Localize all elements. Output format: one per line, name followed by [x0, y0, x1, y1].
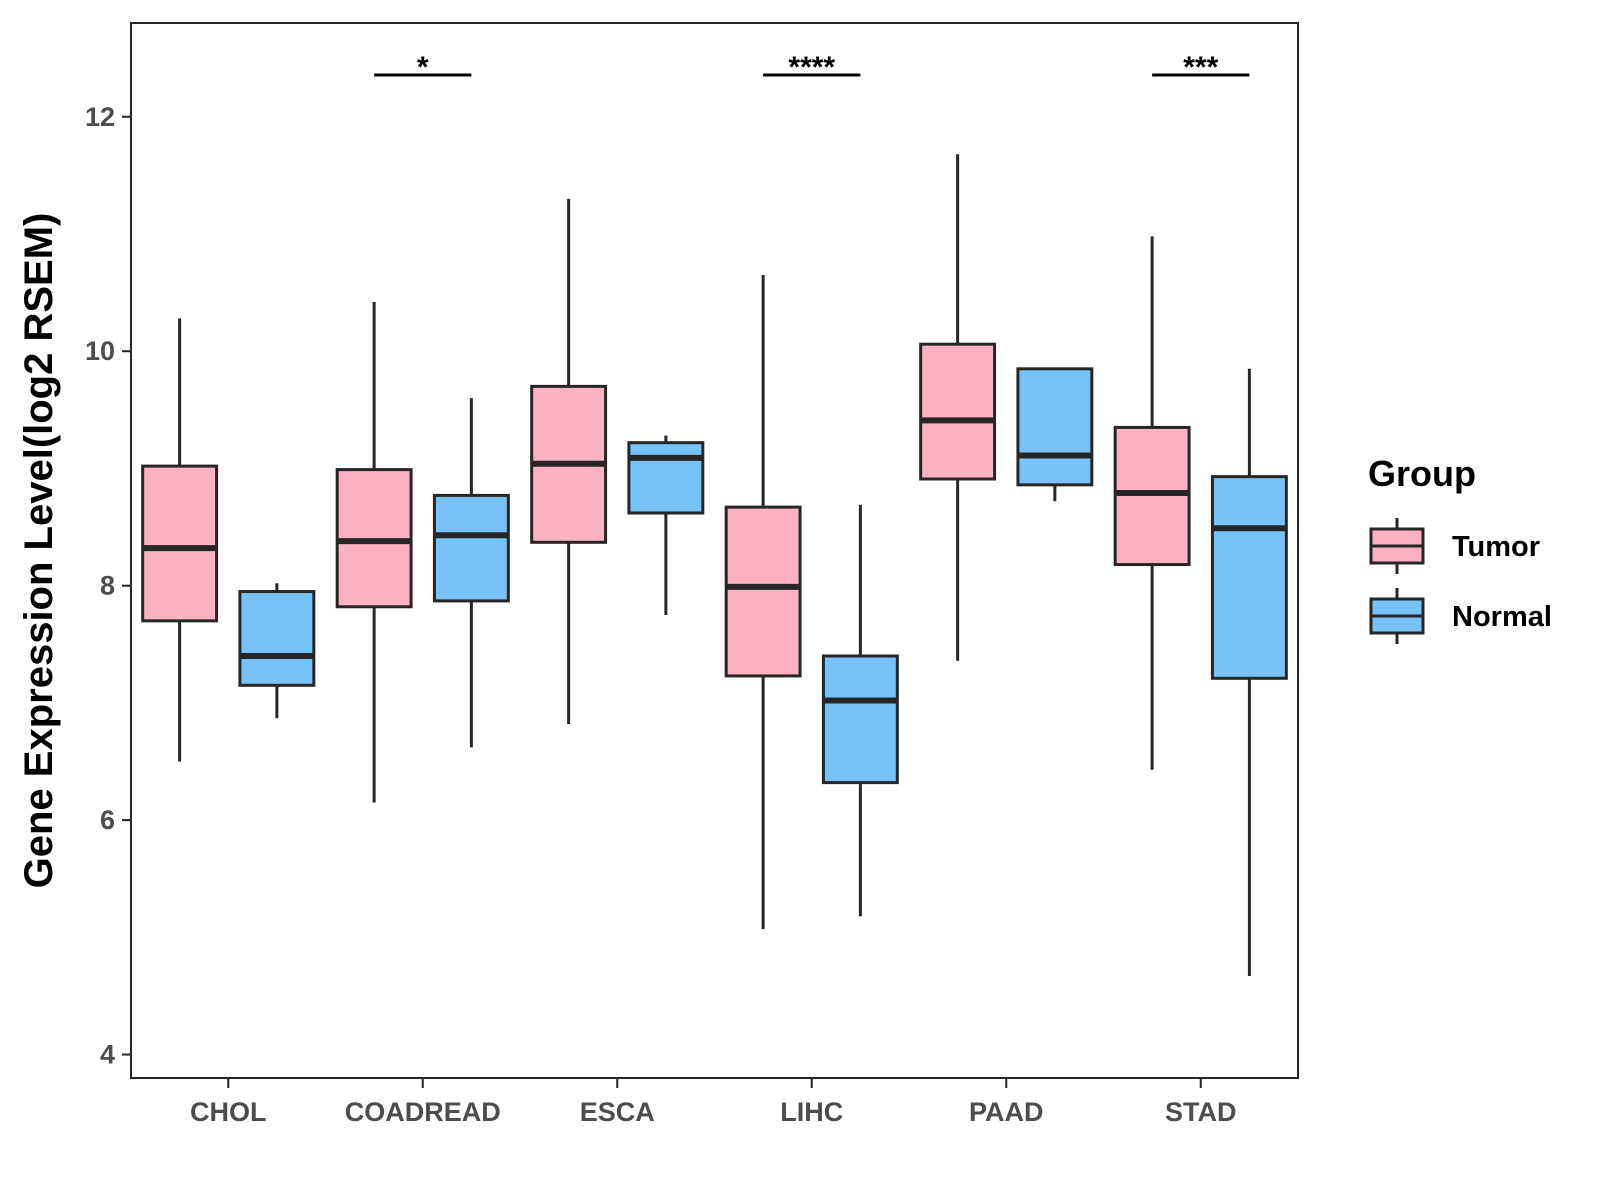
x-tick-label: STAD	[1165, 1097, 1237, 1127]
legend-label-normal: Normal	[1452, 601, 1552, 633]
box-tumor-coadread	[335, 301, 413, 803]
box-iqr	[1210, 475, 1288, 680]
y-axis-title: Gene Expression Level(log2 RSEM)	[17, 213, 61, 889]
legend-key-normal	[1369, 588, 1425, 644]
significance-label: ***	[1183, 51, 1218, 84]
x-tick-label: PAAD	[969, 1097, 1044, 1127]
y-tick-label: 12	[85, 102, 115, 132]
box-tumor-stad	[1113, 236, 1191, 770]
plot-panel-border	[130, 22, 1299, 1079]
y-tick-label: 8	[100, 571, 115, 601]
box-iqr	[141, 464, 219, 623]
significance-label: ****	[788, 51, 835, 84]
legend-key-tumor	[1369, 518, 1425, 574]
box-normal-lihc	[821, 504, 899, 917]
box-iqr	[821, 654, 899, 785]
box-tumor-lihc	[724, 275, 802, 930]
x-tick-label: COADREAD	[345, 1097, 501, 1127]
legend-label-tumor: Tumor	[1452, 531, 1540, 563]
box-normal-esca	[627, 435, 705, 615]
plot-layer: 4 6 8 10 12 CHOL COADREAD ESCA LIHC PAAD STAD Gene …	[17, 22, 1299, 1127]
y-tick-label: 4	[100, 1040, 115, 1070]
box-iqr	[432, 493, 510, 603]
x-tick-label: LIHC	[780, 1097, 843, 1127]
x-tick-label: CHOL	[190, 1097, 267, 1127]
box-normal-stad	[1210, 368, 1288, 977]
y-tick-label: 10	[85, 336, 115, 366]
box-iqr	[724, 505, 802, 678]
box-iqr	[238, 590, 316, 687]
box-normal-chol	[238, 583, 316, 719]
significance-label: *	[417, 51, 429, 84]
box-tumor-chol	[141, 318, 219, 762]
box-tumor-esca	[530, 198, 608, 724]
box-iqr	[919, 342, 997, 481]
y-tick-label: 6	[100, 805, 115, 835]
box-iqr	[1016, 367, 1094, 487]
box-iqr	[627, 441, 705, 515]
legend-title: Group	[1368, 453, 1476, 494]
legend: Group Tumor Normal	[1368, 453, 1552, 644]
box-normal-paad	[1016, 367, 1094, 502]
box-tumor-paad	[919, 154, 997, 661]
x-tick-label: ESCA	[580, 1097, 655, 1127]
box-normal-coadread	[432, 398, 510, 748]
